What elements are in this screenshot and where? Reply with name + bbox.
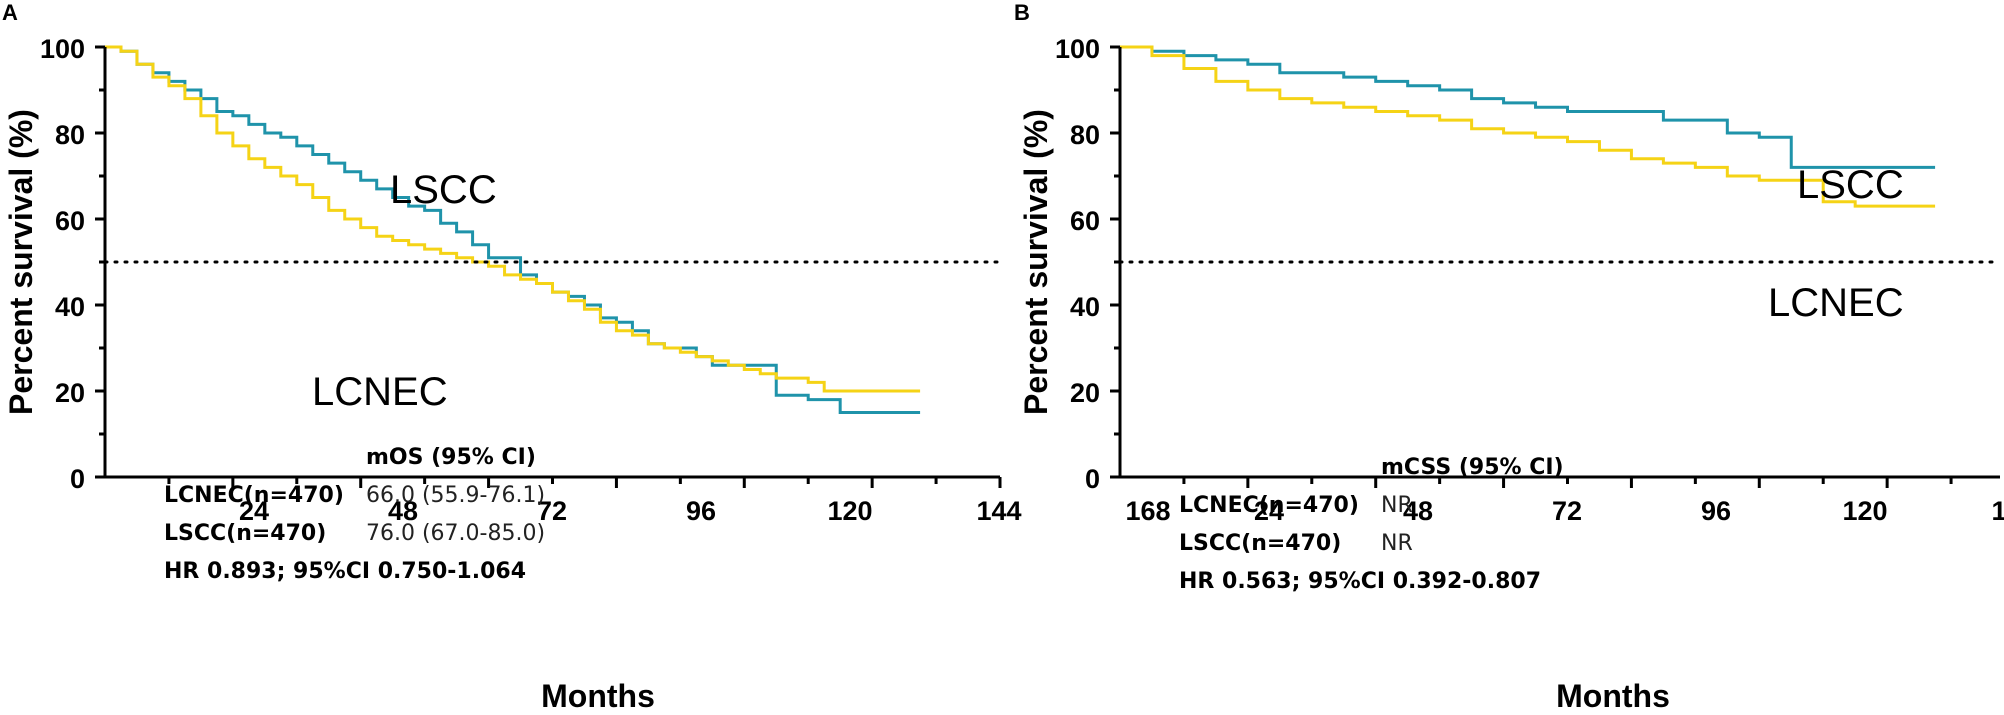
panel-b-stats-table: mCSS (95% CI) LCNEC(n=470) NR LSCC(n=470… — [1179, 455, 1564, 594]
panel-b-stats-group-lscc: LSCC(n=470) — [1179, 531, 1341, 556]
panel-b-lcnec-curve — [1120, 45, 1936, 208]
panel-a-x-axis-title: Months — [541, 678, 655, 714]
panel-b: B 0 20 40 60 80 100 24 48 72 96 120 144 … — [1014, 0, 2004, 714]
panel-a-ytick-label: 20 — [55, 378, 85, 408]
panel-b-ytick-label: 100 — [1055, 34, 1100, 64]
panel-b-xtick-label: 144 — [1991, 496, 2004, 526]
panel-b-y-axis-title: Percent survival (%) — [1018, 109, 1054, 415]
panel-a-xtick-label: 96 — [686, 496, 716, 526]
panel-b-ytick-label: 20 — [1070, 378, 1100, 408]
panel-b-y-ticks: 0 20 40 60 80 100 — [1055, 34, 1100, 494]
panel-a-lscc-label: LSCC — [390, 168, 497, 212]
panel-b-stats-value-lscc: NR — [1381, 531, 1413, 556]
panel-b-xtick-label: 96 — [1701, 496, 1731, 526]
panel-a-xtick-label: 72 — [537, 496, 567, 526]
panel-a-axes — [95, 45, 1002, 488]
panel-b-ytick-label: 0 — [1085, 464, 1100, 494]
panel-a-xtick-label: 48 — [388, 496, 418, 526]
panel-a-stats-group-lscc: LSCC(n=470) — [164, 521, 326, 546]
panel-a-stats-header: mOS (95% CI) — [366, 445, 536, 470]
panel-a-xtick-label: 120 — [827, 496, 872, 526]
panel-b-xtick-label: 48 — [1403, 496, 1433, 526]
panel-a-stats-hazard-ratio: HR 0.893; 95%CI 0.750-1.064 — [164, 559, 526, 584]
panel-a-letter: A — [2, 0, 18, 25]
panel-a-ytick-label: 40 — [55, 292, 85, 322]
panel-a-y-axis-title: Percent survival (%) — [3, 109, 39, 415]
panel-b-ytick-label: 40 — [1070, 292, 1100, 322]
panel-a: A 0 20 40 60 80 100 24 48 72 96 120 144 … — [2, 0, 1171, 714]
panel-a-ytick-label: 0 — [70, 464, 85, 494]
panel-a-lcnec-label: LCNEC — [312, 370, 448, 414]
panel-b-ytick-label: 80 — [1070, 120, 1100, 150]
panel-a-xtick-label: 168 — [1125, 496, 1170, 526]
panel-b-stats-value-lcnec: NR — [1381, 493, 1413, 518]
panel-b-x-ticks: 24 48 72 96 120 144 168 — [1254, 496, 2004, 526]
panel-b-x-axis-title: Months — [1556, 678, 1670, 714]
panel-b-letter: B — [1014, 0, 1030, 25]
panel-b-xtick-label: 72 — [1552, 496, 1582, 526]
panel-a-lcnec-curve — [105, 45, 921, 393]
panel-a-xtick-label: 144 — [976, 496, 1021, 526]
panel-b-axes — [1110, 45, 2000, 488]
panel-a-ytick-label: 60 — [55, 206, 85, 236]
panel-a-curves — [105, 45, 921, 414]
panel-b-xtick-label: 120 — [1842, 496, 1887, 526]
panel-b-stats-hazard-ratio: HR 0.563; 95%CI 0.392-0.807 — [1179, 569, 1541, 594]
panel-a-y-ticks: 0 20 40 60 80 100 — [40, 34, 85, 494]
panel-a-ytick-label: 100 — [40, 34, 85, 64]
panel-a-lscc-curve — [105, 45, 921, 414]
panel-a-xtick-label: 24 — [239, 496, 269, 526]
panel-a-x-ticks: 24 48 72 96 120 144 168 — [239, 496, 1171, 526]
panel-a-stats-group-lcnec: LCNEC(n=470) — [164, 483, 344, 508]
panel-b-stats-group-lcnec: LCNEC(n=470) — [1179, 493, 1359, 518]
panel-b-curves — [1120, 45, 1936, 208]
panel-a-stats-value-lcnec: 66.0 (55.9-76.1) — [366, 483, 545, 508]
panel-b-lcnec-label: LCNEC — [1768, 281, 1904, 325]
panel-a-stats-value-lscc: 76.0 (67.0-85.0) — [366, 521, 545, 546]
panel-b-lscc-curve — [1120, 45, 1936, 169]
panel-b-lscc-label: LSCC — [1797, 163, 1904, 207]
panel-b-xtick-label: 24 — [1254, 496, 1284, 526]
panel-a-stats-table: mOS (95% CI) LCNEC(n=470) 66.0 (55.9-76.… — [164, 445, 545, 584]
panel-b-stats-header: mCSS (95% CI) — [1381, 455, 1564, 480]
panel-b-ytick-label: 60 — [1070, 206, 1100, 236]
panel-a-ytick-label: 80 — [55, 120, 85, 150]
